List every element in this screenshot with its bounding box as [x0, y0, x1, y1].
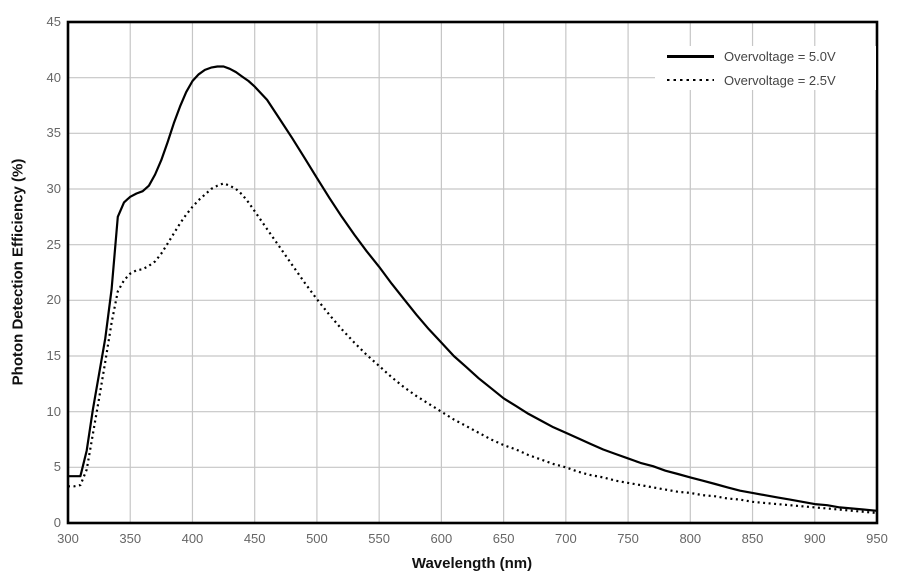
x-tick-label: 600 — [430, 531, 453, 546]
y-tick-label: 45 — [46, 14, 61, 29]
x-tick-label: 750 — [617, 531, 639, 546]
x-tick-label: 950 — [866, 531, 888, 546]
curve-overvoltage-5v — [66, 65, 879, 512]
dotted-line-sample-icon — [667, 79, 714, 81]
y-tick-label: 40 — [46, 69, 61, 85]
x-tick-label: 500 — [306, 531, 328, 546]
x-tick-label: 550 — [368, 531, 390, 546]
y-tick-label: 15 — [46, 348, 61, 363]
curve-overvoltage-2-5v — [68, 182, 878, 515]
x-axis-title: Wavelength (nm) — [411, 555, 533, 572]
y-tick-label: 30 — [46, 181, 61, 196]
y-tick-label: 25 — [46, 236, 61, 252]
solid-line-sample-icon — [667, 54, 714, 58]
x-tick-label: 300 — [57, 531, 79, 546]
y-tick-label: 20 — [46, 292, 61, 308]
x-tick-label: 650 — [492, 531, 515, 546]
x-tick-label: 850 — [741, 531, 764, 546]
x-tick-label: 350 — [119, 531, 142, 546]
legend-label-overvoltage-5v: Overvoltage = 5.0V — [724, 48, 836, 64]
x-tick-label: 800 — [679, 531, 702, 546]
legend-item-overvoltage-5v: Overvoltage = 5.0V — [655, 46, 876, 66]
legend: Overvoltage = 5.0V Overvoltage = 2.5V — [655, 46, 876, 90]
y-tick-label: 10 — [46, 403, 61, 419]
y-tick-label: 35 — [46, 125, 61, 141]
x-tick-label: 700 — [554, 531, 577, 546]
legend-item-overvoltage-2-5v: Overvoltage = 2.5V — [655, 70, 876, 90]
x-tick-label: 450 — [243, 531, 266, 546]
x-tick-label: 900 — [803, 531, 826, 546]
y-tick-label: 5 — [53, 459, 61, 475]
x-tick-label: 400 — [181, 531, 204, 546]
legend-label-overvoltage-2-5v: Overvoltage = 2.5V — [724, 72, 836, 88]
y-tick-label: 0 — [53, 515, 61, 530]
plot-frame — [66, 20, 879, 525]
